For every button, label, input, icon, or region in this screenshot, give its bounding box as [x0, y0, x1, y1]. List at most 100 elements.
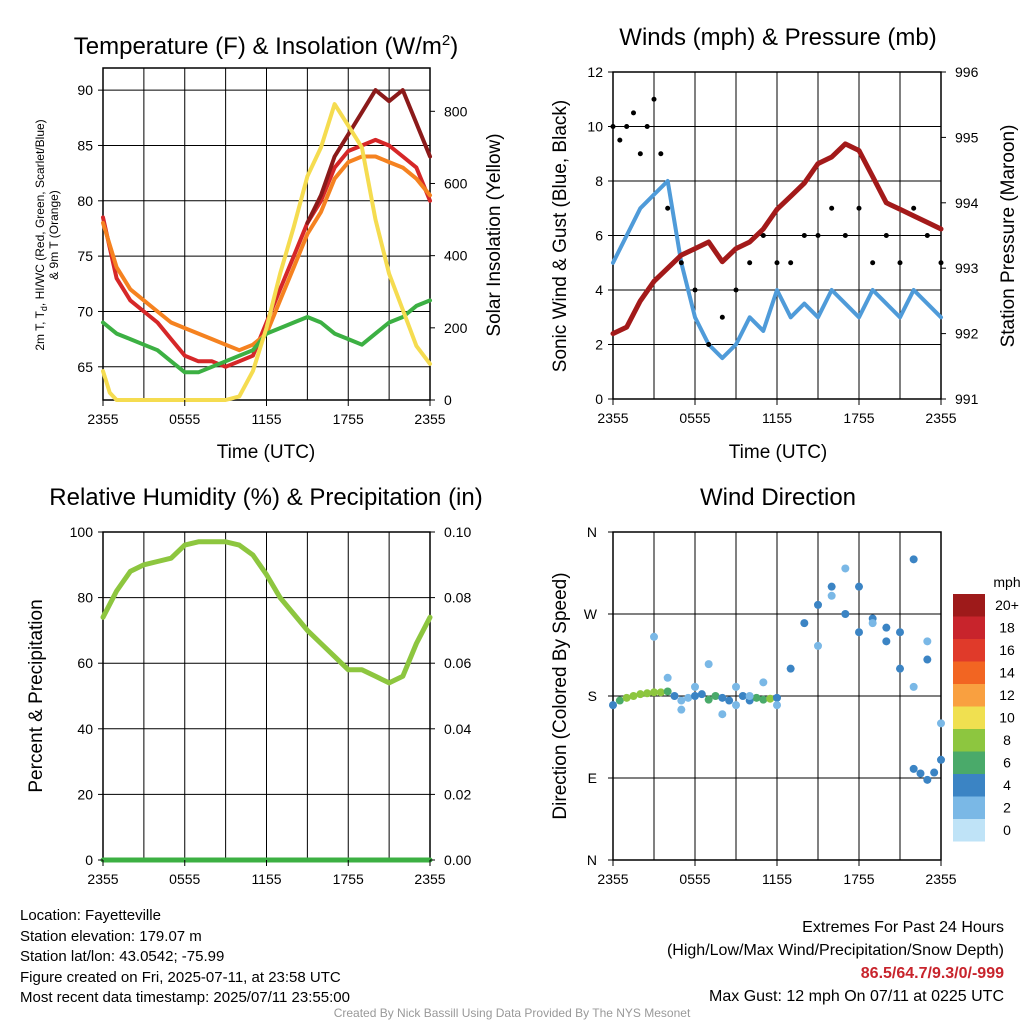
- humidity-ticks: 2355 0555 1155 1755 2355 0 20 40 60 80 100 0.00 0.02…: [70, 524, 472, 887]
- direction-point: [800, 619, 809, 628]
- direction-point: [930, 768, 939, 777]
- direction-point: [691, 682, 699, 691]
- y2-tick-label: 200: [444, 320, 468, 336]
- figure-created: Figure created on Fri, 2025-07-11, at 23…: [20, 968, 341, 986]
- gust-point: [733, 287, 739, 293]
- direction-point: [909, 555, 918, 564]
- extremes-values: 86.5/64.7/9.3/0/-999: [860, 965, 1004, 982]
- gust-point: [883, 233, 889, 238]
- series-line: [305, 88, 432, 225]
- x-tick-label: 2355: [87, 871, 118, 887]
- direction-point: [841, 564, 850, 573]
- direction-series: [609, 555, 945, 784]
- direction-point: [732, 701, 740, 710]
- station-location: Location: Fayetteville: [20, 907, 161, 924]
- colorbar-label: 16: [999, 642, 1015, 658]
- x-tick-label: 0555: [169, 411, 200, 427]
- colorbar-swatch: [953, 594, 985, 617]
- winds-grid: [613, 72, 941, 399]
- y-tick-label: 60: [77, 655, 93, 671]
- winds-title: Winds (mph) & Pressure (mb): [619, 24, 936, 51]
- colorbar-label: 0: [1003, 822, 1011, 838]
- gust-point: [856, 205, 862, 211]
- x-tick-label: 1155: [762, 410, 792, 426]
- colorbar-title: mph: [993, 574, 1020, 590]
- y2-tick-label: 992: [955, 326, 979, 342]
- series-line: [100, 539, 433, 686]
- x-tick-label: 2355: [414, 871, 445, 887]
- x-tick-label: 2355: [925, 871, 956, 887]
- colorbar-swatch: [953, 616, 985, 639]
- temperature-ylabel: 2m T, Td, HI/WC (Red, Green, Scarlet/Blu…: [33, 119, 49, 350]
- y2-tick-label: 600: [444, 175, 468, 191]
- colorbar-swatch: [953, 819, 985, 842]
- colorbar-swatch: [953, 639, 985, 662]
- gust-point: [624, 124, 630, 129]
- series-line: [611, 179, 943, 361]
- series-line: [101, 102, 432, 402]
- x-tick-label: 1155: [251, 411, 281, 427]
- y-tick-label: N: [587, 524, 597, 540]
- recent-timestamp: Most recent data timestamp: 2025/07/11 2…: [20, 989, 350, 1006]
- direction-point: [786, 664, 795, 673]
- gust-point: [706, 342, 712, 347]
- x-tick-label: 2355: [414, 411, 445, 427]
- direction-point: [909, 682, 918, 691]
- direction-point: [670, 692, 679, 700]
- y-tick-label: N: [587, 852, 597, 868]
- y-tick-label: 70: [77, 303, 93, 319]
- direction-point: [882, 623, 891, 632]
- y2-tick-label: 996: [955, 64, 979, 80]
- colorbar-label: 18: [999, 620, 1015, 636]
- station-info: Location: Fayetteville Station elevation…: [20, 906, 350, 1009]
- direction-point: [916, 769, 925, 778]
- y-tick-label: 90: [77, 82, 93, 98]
- colorbar-swatch: [953, 729, 985, 752]
- direction-point: [718, 710, 727, 719]
- direction-point: [656, 688, 665, 697]
- temperature-ticks: 2355 0555 1155 1755 2355 65 70 75 80 85 90 0 200 400 6…: [77, 82, 467, 427]
- direction-point: [766, 694, 775, 703]
- y-tick-label: 40: [77, 721, 93, 737]
- gust-point: [665, 205, 671, 211]
- y-tick-label: 65: [77, 359, 93, 375]
- colorbar-label: 20+: [995, 597, 1019, 613]
- credit-line: Created By Nick Bassill Using Data Provi…: [333, 1006, 691, 1020]
- y-tick-label: 2: [595, 337, 603, 353]
- gust-point: [870, 260, 876, 266]
- x-tick-label: 1155: [251, 871, 281, 887]
- direction-point: [923, 637, 932, 646]
- gust-point: [644, 124, 650, 129]
- gust-point: [719, 314, 725, 320]
- y2-tick-label: 994: [955, 195, 979, 211]
- y-tick-label: 4: [595, 282, 603, 298]
- series-line: [610, 141, 944, 337]
- winds-series: [610, 96, 944, 361]
- colorbar-swatch: [953, 706, 985, 729]
- extremes-title: Extremes For Past 24 Hours: [802, 919, 1004, 936]
- y2-tick-label: 400: [444, 248, 468, 264]
- direction-point: [704, 695, 713, 704]
- x-tick-label: 2355: [87, 411, 118, 427]
- gust-point: [774, 260, 780, 266]
- y-tick-label: E: [588, 770, 597, 786]
- gust-point: [631, 110, 636, 116]
- gust-point: [747, 260, 753, 266]
- extremes-subtitle: (High/Low/Max Wind/Precipitation/Snow De…: [666, 942, 1004, 959]
- direction-point: [896, 628, 904, 637]
- direction-point: [827, 591, 836, 600]
- x-tick-label: 2355: [597, 871, 628, 887]
- x-tick-label: 1155: [762, 871, 792, 887]
- x-tick-label: 2355: [597, 410, 628, 426]
- y-tick-label: 20: [77, 786, 93, 802]
- humidity-title: Relative Humidity (%) & Precipitation (i…: [49, 484, 482, 511]
- direction-point: [773, 701, 781, 710]
- direction-point: [738, 692, 747, 700]
- gust-point: [637, 151, 643, 157]
- winds-panel: Winds (mph) & Pressure (mb) 2355 0555 1155…: [550, 24, 1019, 463]
- y-tick-label: W: [584, 606, 598, 622]
- y2-tick-label: 0.02: [444, 786, 471, 802]
- insolation-ylabel: Solar Insolation (Yellow): [484, 133, 505, 336]
- direction-point: [855, 628, 863, 637]
